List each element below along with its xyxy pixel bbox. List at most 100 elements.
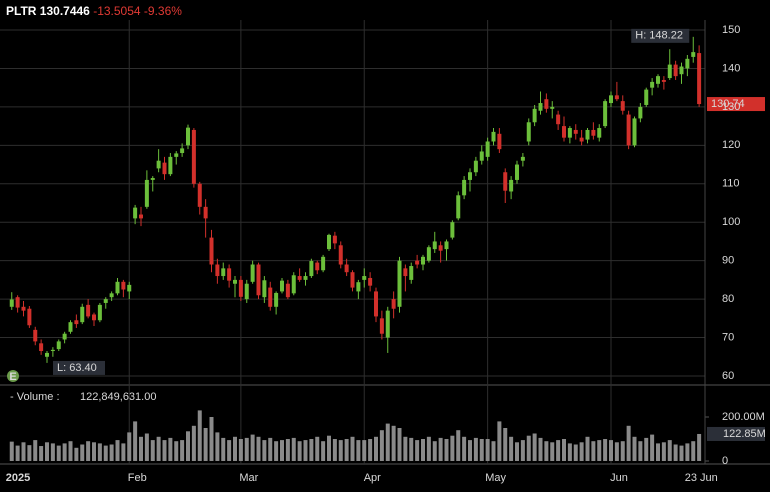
- candle-body: [162, 162, 167, 175]
- volume-bar: [526, 435, 531, 461]
- volume-bar: [9, 441, 14, 461]
- candle-body: [215, 264, 220, 277]
- volume-bar: [285, 439, 290, 461]
- candle-body: [321, 256, 326, 271]
- y2-tick-label: 200.00M: [722, 411, 765, 423]
- volume-bar: [221, 437, 226, 461]
- volume-bar: [92, 442, 96, 461]
- volume-bar: [156, 436, 161, 461]
- candle-body: [209, 237, 214, 265]
- volume-bar: [297, 441, 302, 461]
- volume-bar: [197, 410, 202, 461]
- candle-body: [362, 276, 367, 280]
- candle-body: [274, 292, 279, 307]
- candle-body: [667, 64, 672, 79]
- volume-bar: [321, 441, 326, 461]
- volume-bar: [556, 440, 561, 461]
- candle-body: [679, 66, 684, 75]
- volume-bar: [697, 433, 702, 461]
- candle-body: [479, 151, 484, 161]
- x-tick-label: Mar: [239, 472, 258, 484]
- volume-bar: [544, 441, 549, 461]
- y-tick-label: 150: [722, 24, 740, 36]
- y-tick-label: 60: [722, 370, 734, 382]
- volume-bar: [39, 446, 44, 461]
- volume-bar: [379, 430, 384, 461]
- volume-bar: [579, 442, 584, 461]
- candle-body: [526, 122, 531, 142]
- volume-bar: [679, 445, 684, 461]
- volume-bar: [268, 437, 273, 461]
- x-tick-label: 23 Jun: [685, 472, 718, 484]
- change-pct: -9.36%: [144, 4, 182, 18]
- volume-bar: [74, 447, 79, 461]
- candle-body: [74, 320, 79, 325]
- volume-bar: [403, 436, 408, 461]
- volume-title: - Volume :: [10, 391, 60, 403]
- candle-body: [438, 245, 443, 251]
- last-price-label: 130.74: [711, 98, 745, 110]
- candle-body: [567, 128, 572, 138]
- candle-body: [409, 266, 414, 280]
- candle-body: [603, 101, 608, 127]
- volume-bar: [203, 428, 208, 461]
- volume-bar: [315, 436, 320, 461]
- candle-body: [33, 329, 38, 342]
- candle-body: [426, 247, 431, 261]
- candle-body: [644, 89, 649, 105]
- volume-bar: [209, 417, 214, 461]
- volume-bar: [121, 443, 126, 461]
- x-tick-label: Feb: [128, 472, 147, 484]
- candle-body: [544, 99, 549, 109]
- candle-body: [103, 299, 108, 303]
- volume-bar: [650, 434, 655, 461]
- y2-tick-label: 0: [722, 455, 728, 467]
- y-tick-label: 130: [722, 101, 740, 113]
- volume-bar: [50, 443, 55, 461]
- volume-bar: [614, 442, 619, 461]
- volume-bar: [421, 439, 425, 461]
- volume-bar: [291, 437, 296, 461]
- volume-bar: [127, 432, 132, 461]
- volume-bar: [280, 440, 284, 461]
- y-tick-label: 110: [722, 178, 740, 190]
- volume-last-label: 122.85M: [723, 428, 766, 440]
- candle-body: [45, 352, 49, 357]
- volume-bar: [139, 436, 143, 461]
- x-tick-label: May: [485, 472, 506, 484]
- volume-bar: [591, 441, 596, 461]
- volume-bar: [27, 445, 32, 461]
- volume-bar: [503, 428, 508, 461]
- candle-body: [638, 106, 643, 119]
- candle-body: [503, 172, 508, 191]
- candle-body: [515, 164, 519, 180]
- candle-body: [650, 81, 655, 88]
- volume-bar: [327, 435, 331, 461]
- candle-body: [139, 214, 143, 219]
- volume-bar: [62, 443, 67, 461]
- volume-bar: [109, 444, 114, 461]
- volume-bar: [550, 442, 555, 461]
- candle-body: [556, 114, 561, 125]
- candle-body: [661, 79, 666, 82]
- volume-bar: [115, 440, 120, 461]
- candle-body: [121, 281, 126, 290]
- volume-bar: [538, 437, 543, 461]
- volume-bar: [609, 440, 613, 461]
- candle-body: [520, 156, 525, 161]
- candle-body: [356, 282, 361, 292]
- earnings-label: E: [9, 371, 16, 383]
- candle-body: [15, 297, 20, 308]
- volume-bar: [186, 431, 190, 461]
- volume-bar: [15, 445, 20, 461]
- volume-bar: [362, 440, 367, 461]
- volume-bar: [356, 440, 361, 461]
- candle-body: [385, 310, 390, 338]
- candle-body: [632, 118, 637, 146]
- candle-body: [150, 178, 155, 180]
- candle-body: [144, 179, 149, 207]
- candle-body: [303, 276, 308, 280]
- volume-bar: [426, 436, 431, 461]
- volume-bar: [532, 433, 537, 461]
